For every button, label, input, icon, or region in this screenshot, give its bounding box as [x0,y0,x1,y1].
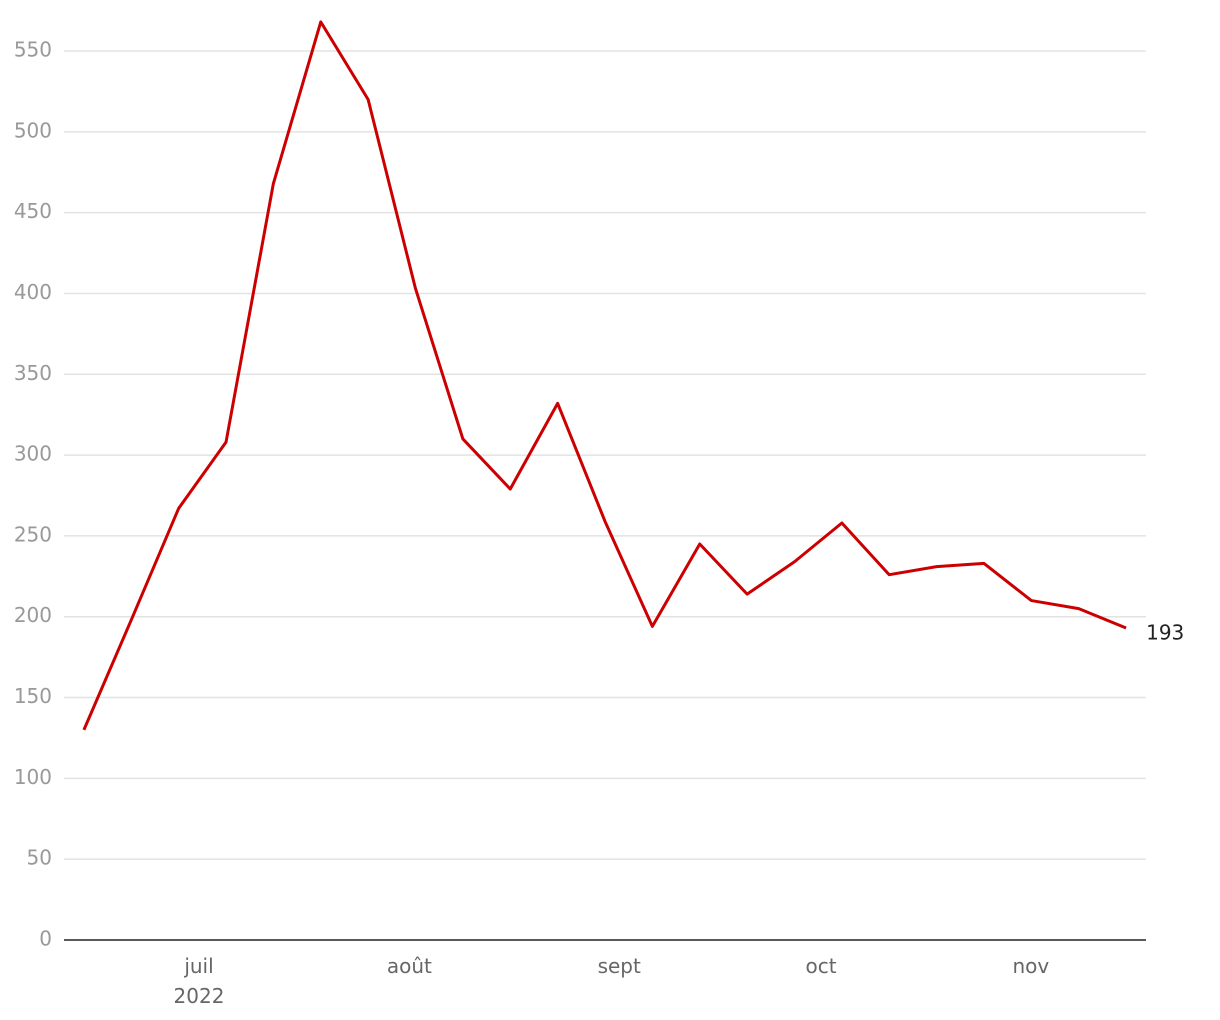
y-tick-label: 400 [14,280,52,304]
y-tick-label: 350 [14,361,52,385]
y-tick-label: 500 [14,118,52,142]
y-tick-label: 200 [14,603,52,627]
y-tick-label: 0 [39,927,52,951]
y-tick-label: 450 [14,199,52,223]
y-tick-label: 250 [14,522,52,546]
line [82,20,1127,731]
x-tick-label: juil 2022 [174,954,225,1008]
x-tick-label: sept [598,954,641,978]
y-tick-label: 150 [14,684,52,708]
y-tick-label: 300 [14,442,52,466]
value-label: 193 [1146,621,1184,645]
y-tick-label: 100 [14,765,52,789]
x-tick-label: nov [1013,954,1050,978]
y-tick-label: 50 [27,846,52,870]
x-tick-label: oct [805,954,836,978]
x-tick-label: août [387,954,432,978]
y-tick-label: 550 [14,38,52,62]
